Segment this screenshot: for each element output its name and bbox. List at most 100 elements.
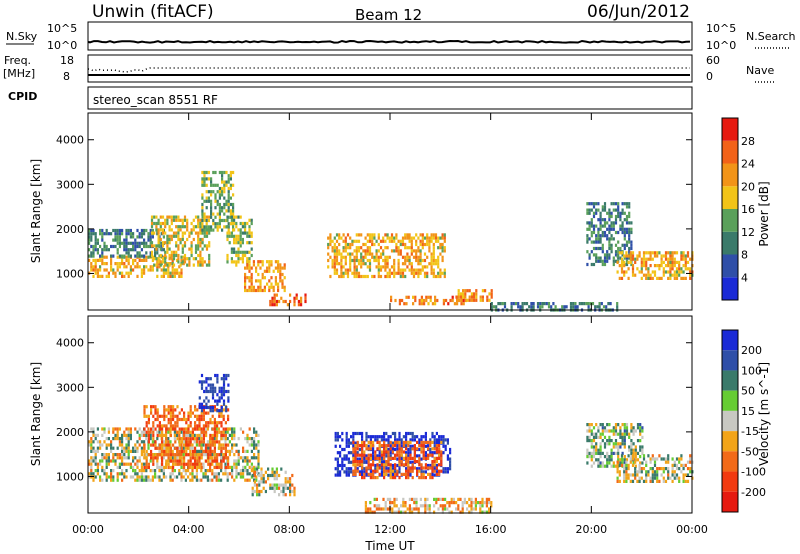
echo-cell	[389, 466, 392, 470]
echo-cell	[380, 438, 383, 442]
echo-cell	[636, 254, 639, 258]
echo-cell	[667, 470, 670, 474]
echo-cell	[220, 462, 223, 466]
echo-cell	[228, 472, 231, 476]
echo-cell	[367, 460, 370, 464]
echo-cell	[123, 274, 126, 278]
echo-cell	[164, 253, 167, 258]
echo-cell	[678, 460, 681, 464]
echo-cell	[608, 218, 611, 222]
echo-cell	[426, 497, 429, 501]
echo-cell	[470, 295, 473, 299]
echo-cell	[223, 180, 226, 184]
echo-cell	[434, 302, 437, 306]
echo-cell	[638, 270, 641, 274]
echo-cell	[239, 234, 242, 238]
echo-cell	[224, 456, 227, 460]
echo-cell	[101, 262, 104, 266]
echo-cell	[595, 211, 598, 215]
echo-cell	[204, 472, 207, 476]
echo-cell	[233, 260, 236, 264]
echo-cell	[167, 440, 170, 444]
echo-cell	[420, 466, 423, 470]
echo-cell	[94, 271, 97, 275]
echo-cell	[244, 478, 247, 482]
echo-cell	[150, 453, 153, 457]
echo-cell	[407, 444, 410, 448]
echo-cell	[401, 236, 405, 240]
echo-cell	[257, 263, 260, 267]
echo-cell	[207, 424, 210, 428]
echo-cell	[158, 265, 161, 269]
echo-cell	[267, 473, 270, 478]
echo-cell	[388, 271, 391, 275]
echo-cell	[327, 242, 330, 247]
echo-cell	[248, 443, 251, 447]
echo-cell	[150, 231, 154, 235]
echo-cell	[197, 244, 200, 248]
echo-cell	[411, 460, 414, 464]
echo-cell	[205, 206, 208, 210]
echo-cell	[588, 221, 591, 225]
echo-cell	[216, 462, 219, 466]
echo-cell	[372, 454, 375, 458]
echo-cell	[336, 435, 339, 439]
echo-cell	[158, 421, 161, 425]
echo-cell	[116, 248, 119, 252]
echo-cell	[649, 254, 652, 258]
echo-cell	[345, 435, 348, 439]
echo-cell	[327, 252, 330, 256]
echo-cell	[258, 473, 261, 478]
echo-cell	[286, 486, 289, 490]
echo-cell	[353, 249, 356, 253]
echo-cell	[173, 268, 176, 272]
echo-cell	[357, 271, 361, 275]
echo-cell	[341, 438, 344, 442]
echo-cell	[671, 463, 674, 467]
echo-cell	[356, 469, 359, 473]
echo-cell	[158, 262, 161, 266]
echo-cell	[369, 501, 372, 505]
echo-cell	[210, 183, 213, 187]
echo-cell	[209, 405, 212, 410]
echo-cell	[255, 288, 258, 293]
echo-cell	[94, 238, 97, 242]
echo-cell	[647, 257, 650, 261]
echo-cell	[94, 235, 97, 239]
echo-cell	[157, 237, 160, 242]
echo-cell	[199, 241, 202, 245]
echo-cell	[154, 427, 157, 431]
echo-cell	[374, 467, 377, 471]
echo-cell	[404, 504, 407, 508]
echo-cell	[634, 257, 637, 261]
freq-label: Freq.	[4, 54, 31, 67]
echo-cell	[166, 237, 169, 242]
echo-cell	[406, 233, 409, 237]
echo-cell	[386, 265, 389, 269]
echo-cell	[439, 236, 442, 240]
echo-cell	[430, 271, 433, 275]
echo-cell	[354, 456, 357, 460]
echo-cell	[391, 476, 394, 480]
echo-cell	[386, 262, 389, 266]
echo-cell	[220, 424, 223, 428]
echo-cell	[383, 466, 386, 470]
echo-cell	[380, 470, 383, 474]
echo-cell	[405, 451, 408, 455]
echo-cell	[446, 507, 449, 511]
echo-cell	[156, 408, 159, 412]
echo-cell	[279, 276, 282, 280]
echo-cell	[614, 259, 618, 263]
echo-cell	[357, 258, 361, 263]
echo-cell	[116, 232, 119, 236]
echo-cell	[368, 268, 372, 272]
echo-cell	[361, 435, 364, 439]
echo-cell	[129, 449, 132, 453]
echo-cell	[640, 470, 643, 474]
echo-cell	[194, 405, 197, 409]
echo-cell	[213, 430, 216, 434]
echo-cell	[462, 295, 465, 299]
echo-cell	[376, 435, 379, 439]
echo-cell	[125, 449, 128, 453]
echo-cell	[250, 231, 253, 235]
